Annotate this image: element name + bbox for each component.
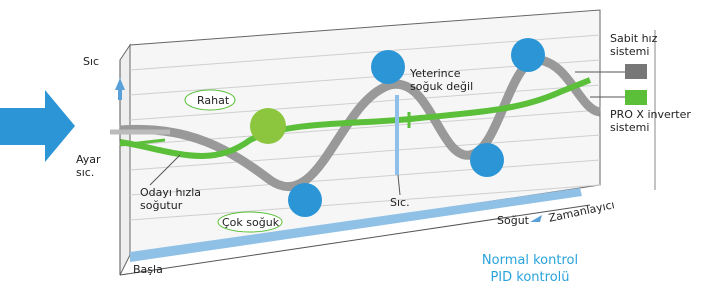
axis-label: Sıc	[83, 55, 99, 68]
illustration	[0, 0, 707, 293]
timer-arrow	[530, 215, 542, 222]
side-panel	[120, 45, 130, 275]
cool-label: Soğut	[497, 214, 529, 227]
face-hot	[371, 50, 405, 84]
legend-swatch	[625, 64, 647, 79]
legend-swatch	[625, 90, 647, 105]
face-cold	[288, 183, 322, 217]
diagram: Sıc Ayarsıc. Rahat Yeterincesoğuk değil …	[0, 0, 707, 293]
too-cold: Çok soğuk	[222, 216, 279, 229]
face-happy	[250, 108, 286, 144]
face-cold	[470, 143, 504, 177]
start-label: Başla	[133, 263, 163, 276]
face-hot	[511, 38, 545, 72]
input-arrow	[0, 90, 75, 162]
comfortable: Rahat	[197, 94, 229, 107]
temp-label: Sıc.	[390, 196, 410, 209]
